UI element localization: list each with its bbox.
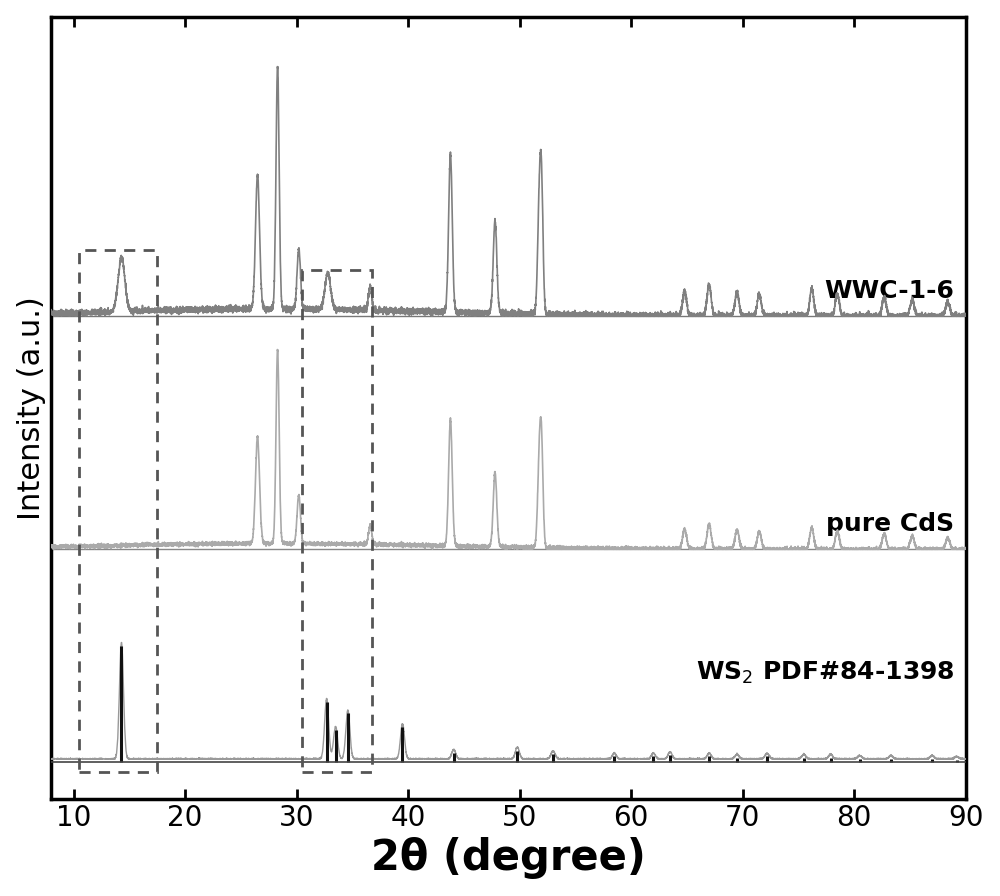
Bar (79, 250, 157, 772)
Text: pure CdS: pure CdS (826, 512, 954, 536)
Text: WS$_2$ PDF#84-1398: WS$_2$ PDF#84-1398 (696, 659, 954, 685)
Bar (302, 270, 372, 772)
Text: WWC-1-6: WWC-1-6 (825, 279, 954, 303)
Y-axis label: Intensity (a.u.): Intensity (a.u.) (17, 296, 46, 520)
X-axis label: 2θ (degree): 2θ (degree) (371, 838, 646, 879)
